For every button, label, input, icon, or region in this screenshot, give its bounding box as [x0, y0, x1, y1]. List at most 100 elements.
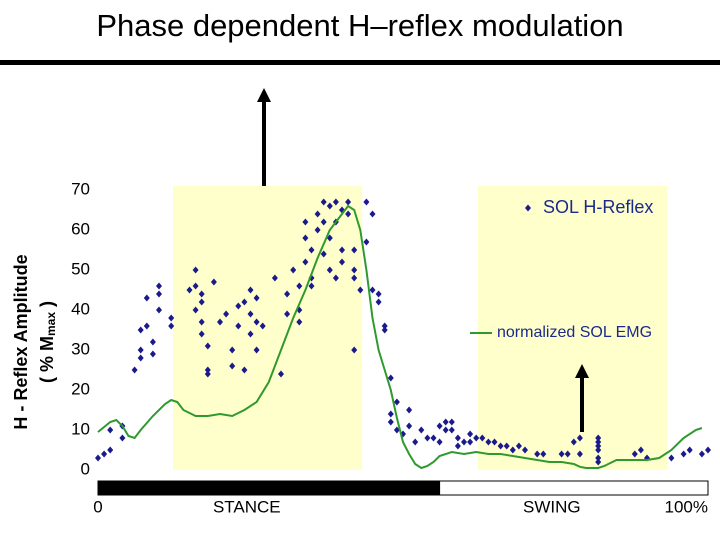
big-arrow-head	[257, 88, 271, 102]
reflex-point	[387, 374, 394, 382]
reflex-point	[363, 198, 370, 206]
y-axis-label: H - Reflex Amplitude	[11, 254, 31, 429]
reflex-point	[326, 202, 333, 210]
x-tick-label: 0	[93, 497, 102, 516]
reflex-point	[454, 434, 461, 442]
reflex-point	[198, 330, 205, 338]
reflex-point	[198, 290, 205, 298]
reflex-point	[454, 442, 461, 450]
reflex-point	[296, 282, 303, 290]
reflex-point	[595, 438, 602, 446]
reflex-point	[156, 306, 162, 314]
reflex-point	[467, 430, 474, 438]
reflex-point	[522, 446, 528, 454]
reflex-point	[101, 450, 108, 458]
reflex-point	[119, 434, 126, 442]
reflex-point	[534, 450, 541, 458]
reflex-point	[278, 370, 284, 378]
reflex-point	[137, 326, 144, 334]
reflex-point	[595, 434, 602, 442]
reflex-point	[284, 310, 291, 318]
reflex-point	[412, 438, 419, 446]
y-tick-label: 10	[71, 419, 90, 438]
unit-subscript: max	[44, 312, 58, 336]
reflex-point	[442, 418, 449, 426]
reflex-point	[308, 282, 315, 290]
reflex-point	[192, 282, 199, 290]
reflex-point	[168, 314, 175, 322]
reflex-point	[461, 438, 467, 446]
reflex-point	[339, 246, 345, 254]
reflex-point	[241, 298, 248, 306]
reflex-point	[595, 458, 602, 466]
title-rule	[0, 60, 720, 65]
reflex-point	[235, 322, 242, 330]
reflex-point	[357, 286, 364, 294]
y-tick-label: 20	[71, 379, 90, 398]
y-tick-label: 30	[71, 339, 90, 358]
reflex-point	[576, 450, 583, 458]
reflex-point	[351, 346, 358, 354]
reflex-point	[290, 266, 297, 274]
reflex-point	[430, 434, 437, 442]
reflex-point	[436, 422, 443, 430]
reflex-point	[345, 210, 352, 218]
reflex-point	[387, 410, 394, 418]
reflex-point	[320, 198, 327, 206]
reflex-point	[320, 218, 327, 226]
reflex-point	[198, 298, 205, 306]
reflex-point	[247, 310, 254, 318]
title: Phase dependent H–reflex modulation	[96, 8, 623, 43]
emg-line	[97, 204, 703, 470]
reflex-point	[284, 290, 291, 298]
reflex-point	[204, 366, 211, 374]
reflex-point	[247, 286, 254, 294]
reflex-point	[302, 218, 309, 226]
reflex-point	[149, 350, 156, 358]
y-tick-label: 70	[71, 179, 90, 198]
reflex-point	[149, 338, 156, 346]
reflex-point	[241, 366, 248, 374]
unit-suffix: )	[37, 301, 57, 312]
reflex-point	[473, 434, 480, 442]
reflex-point	[497, 442, 504, 450]
reflex-point	[204, 370, 211, 378]
reflex-point	[339, 258, 345, 266]
phase-bar	[439, 480, 709, 496]
reflex-point	[271, 274, 278, 282]
reflex-point	[686, 446, 693, 454]
reflex-point	[595, 454, 602, 462]
reflex-point	[302, 258, 309, 266]
reflex-point	[540, 450, 547, 458]
reflex-point	[479, 434, 486, 442]
reflex-point	[107, 426, 114, 434]
reflex-point	[436, 438, 443, 446]
reflex-point	[229, 346, 236, 354]
y-tick-label: 0	[81, 459, 90, 478]
reflex-point	[570, 438, 577, 446]
reflex-point	[223, 310, 230, 318]
reflex-point	[210, 278, 217, 286]
reflex-point	[137, 354, 144, 362]
reflex-point	[705, 446, 711, 454]
y-axis-label-unit: ( % Mmax )	[37, 301, 58, 383]
reflex-point	[156, 282, 162, 290]
reflex-point	[668, 454, 675, 462]
reflex-point	[302, 234, 309, 242]
x-tick-label: 100%	[665, 497, 708, 516]
reflex-point	[296, 318, 303, 326]
reflex-point	[576, 434, 583, 442]
reflex-point	[595, 442, 602, 450]
reflex-point	[320, 250, 327, 258]
reflex-point	[448, 418, 455, 426]
y-tick-label: 40	[71, 299, 90, 318]
legend-label: SOL H-Reflex	[543, 197, 653, 217]
reflex-point	[381, 322, 388, 330]
small-arrow-head	[575, 364, 589, 378]
shaded-region	[478, 186, 668, 470]
reflex-point	[631, 450, 638, 458]
reflex-point	[326, 234, 333, 242]
reflex-point	[485, 438, 492, 446]
reflex-point	[204, 342, 211, 350]
